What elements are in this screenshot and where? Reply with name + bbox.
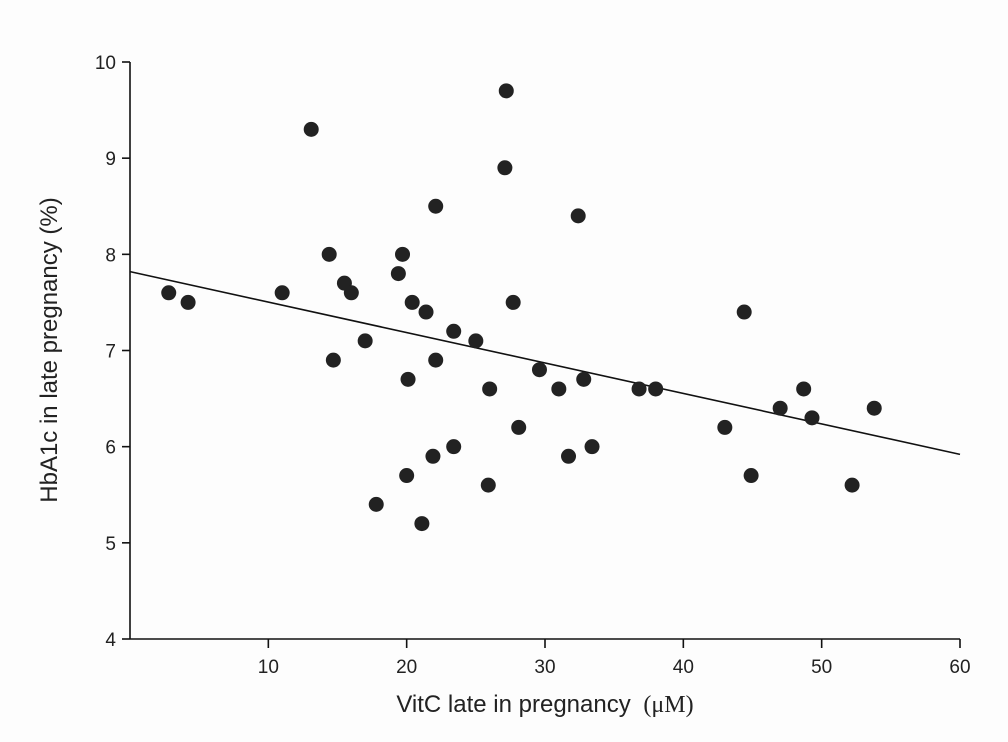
data-point — [804, 410, 820, 426]
data-point — [796, 381, 812, 397]
data-point — [274, 285, 290, 301]
data-point — [561, 448, 577, 464]
y-tick-label: 8 — [105, 245, 116, 266]
y-tick-label: 9 — [105, 149, 116, 170]
y-tick-label: 6 — [105, 438, 116, 459]
data-point — [357, 333, 373, 349]
data-point — [428, 352, 444, 368]
x-axis-title: VitC late in pregnancy (μM) — [396, 691, 693, 718]
y-tick-label: 10 — [95, 53, 116, 74]
points-group — [161, 83, 882, 532]
data-point — [772, 400, 788, 416]
data-point — [180, 294, 196, 310]
data-point — [446, 323, 462, 339]
data-point — [400, 371, 416, 387]
data-point — [425, 448, 441, 464]
data-point — [468, 333, 484, 349]
x-tick-label: 30 — [534, 657, 555, 678]
data-point — [531, 362, 547, 378]
x-axis-unit-close: ) — [686, 692, 694, 718]
data-point — [446, 439, 462, 455]
data-point — [576, 371, 592, 387]
data-point — [631, 381, 647, 397]
data-point — [303, 121, 319, 137]
data-point — [428, 198, 444, 214]
y-axis-title: HbA1c in late pregnancy (%) — [36, 197, 63, 502]
regression-line — [129, 270, 961, 456]
data-point — [551, 381, 567, 397]
data-point — [343, 285, 359, 301]
data-point — [511, 419, 527, 435]
data-point — [584, 439, 600, 455]
x-tick-label: 40 — [673, 657, 694, 678]
data-point — [399, 468, 415, 484]
data-point — [736, 304, 752, 320]
y-tick-label: 4 — [105, 630, 116, 651]
ticks: 4 5 6 7 8 9 10 10 20 30 40 50 60 — [95, 53, 971, 678]
x-tick-label: 20 — [396, 657, 417, 678]
x-axis-title-text: VitC late in pregnancy — [396, 691, 630, 718]
x-axis-unit: μM — [651, 692, 685, 718]
data-point — [570, 208, 586, 224]
trendline-group — [129, 270, 961, 456]
data-point — [161, 285, 177, 301]
x-axis-unit-open: ( — [643, 692, 651, 718]
y-tick-label: 7 — [105, 342, 116, 363]
axes — [129, 62, 960, 640]
data-point — [395, 246, 411, 262]
y-tick-label: 5 — [105, 534, 116, 555]
data-point — [505, 294, 521, 310]
data-point — [480, 477, 496, 493]
data-point — [390, 266, 406, 282]
data-point — [325, 352, 341, 368]
data-point — [648, 381, 664, 397]
x-tick-label: 50 — [811, 657, 832, 678]
data-point — [743, 468, 759, 484]
data-point — [844, 477, 860, 493]
data-point — [482, 381, 498, 397]
data-point — [498, 83, 514, 99]
data-point — [866, 400, 882, 416]
data-point — [404, 294, 420, 310]
data-point — [414, 516, 430, 532]
data-point — [368, 496, 384, 512]
data-point — [418, 304, 434, 320]
data-point — [717, 419, 733, 435]
x-tick-label: 10 — [258, 657, 279, 678]
data-point — [321, 246, 337, 262]
data-point — [497, 160, 513, 176]
x-tick-label: 60 — [949, 657, 970, 678]
